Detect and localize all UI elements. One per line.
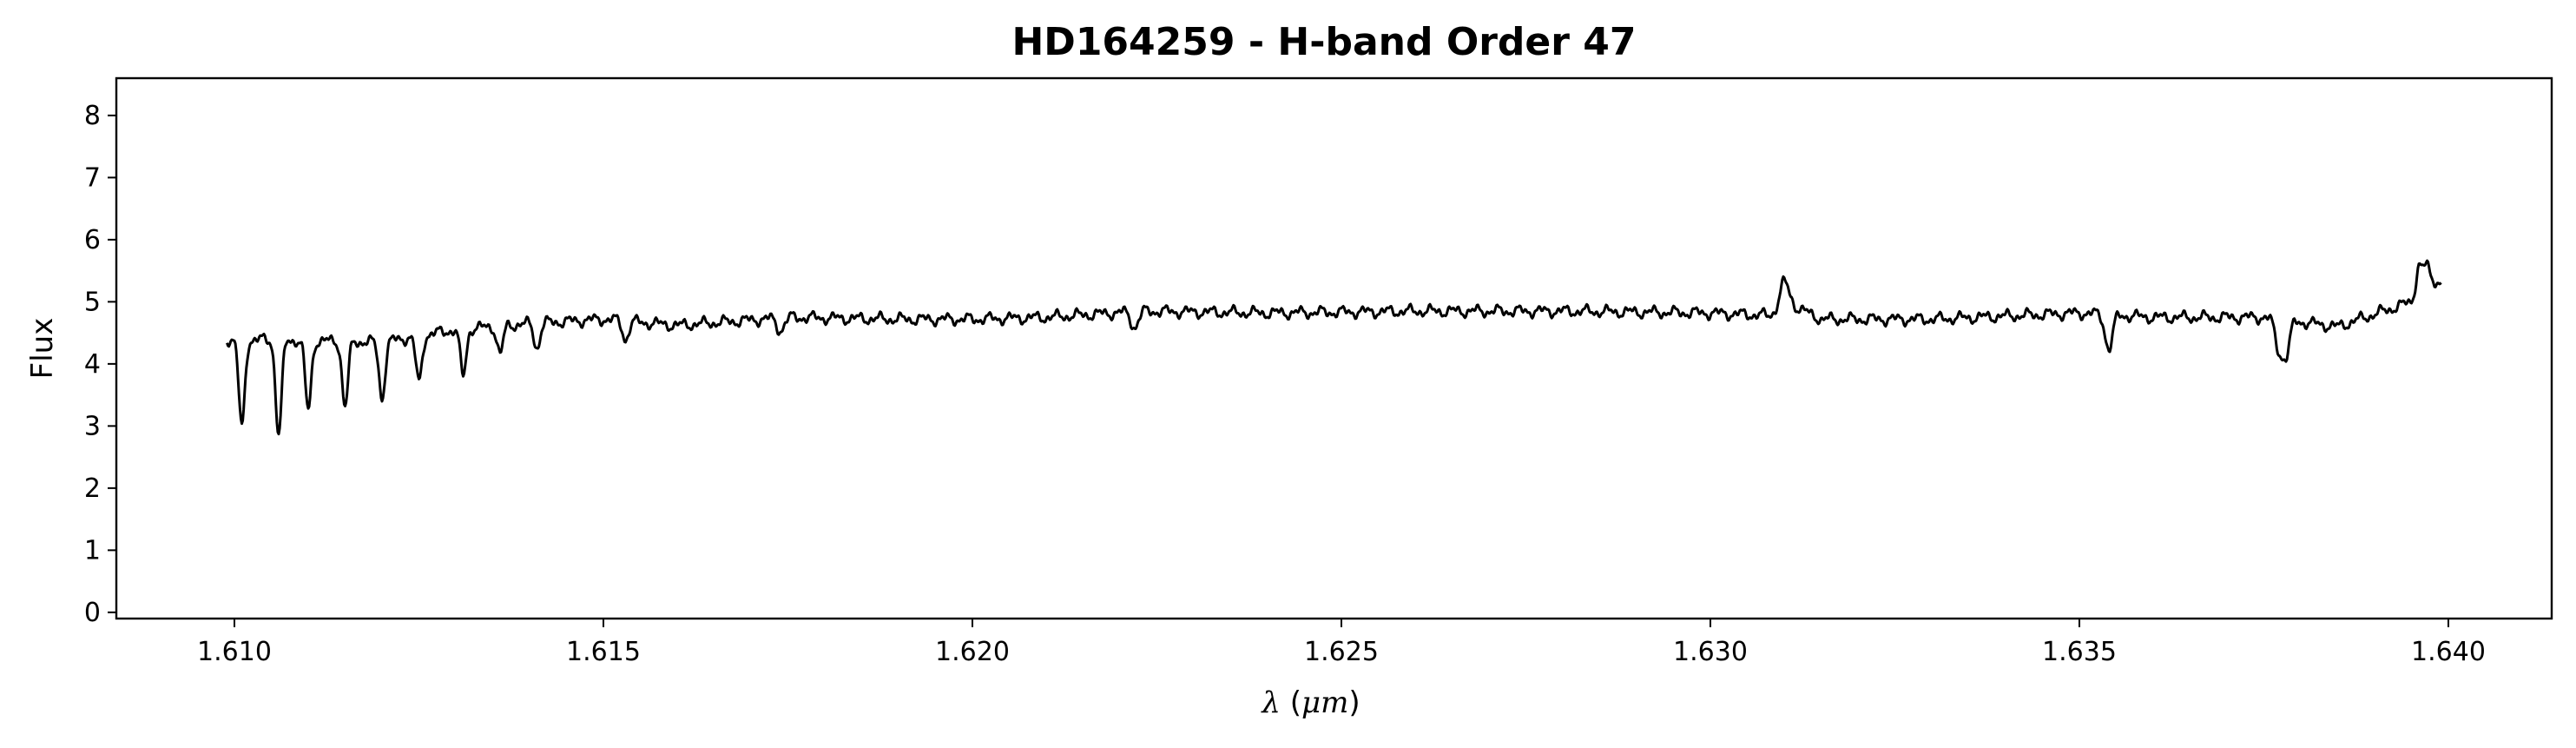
spectrum-series-line [226, 259, 2442, 436]
y-tick-label: 5 [84, 287, 101, 317]
x-tick-label: 1.625 [1304, 637, 1379, 667]
y-tick-label: 7 [84, 162, 101, 193]
x-tick-label: 1.620 [935, 637, 1010, 667]
x-tick-label: 1.635 [2042, 637, 2117, 667]
chart-title: HD164259 - H-band Order 47 [1011, 20, 1636, 64]
y-tick-label: 2 [84, 473, 101, 504]
x-axis-label: λ (μm) [1260, 685, 1360, 720]
y-axis: 0 1 2 3 4 5 6 7 8 [84, 101, 116, 628]
x-axis-label-close: ) [1348, 685, 1360, 720]
x-axis-label-open: ( [1281, 685, 1301, 720]
x-axis-label-symbol: λ [1260, 685, 1281, 720]
x-axis-label-unit: μm [1301, 685, 1348, 720]
plot-frame [115, 76, 2553, 620]
y-tick-label: 4 [84, 349, 101, 380]
y-axis-label: Flux [25, 318, 60, 380]
y-tick-label: 8 [84, 101, 101, 131]
x-tick-label: 1.640 [2411, 637, 2486, 667]
x-tick-label: 1.610 [197, 637, 272, 667]
x-tick-label: 1.615 [566, 637, 641, 667]
y-tick-label: 0 [84, 598, 101, 628]
y-tick-label: 1 [84, 535, 101, 566]
x-tick-label: 1.630 [1673, 637, 1748, 667]
y-tick-label: 3 [84, 411, 101, 441]
x-axis: 1.610 1.615 1.620 1.625 1.630 1.635 1.640 [197, 619, 2486, 667]
y-tick-label: 6 [84, 225, 101, 255]
